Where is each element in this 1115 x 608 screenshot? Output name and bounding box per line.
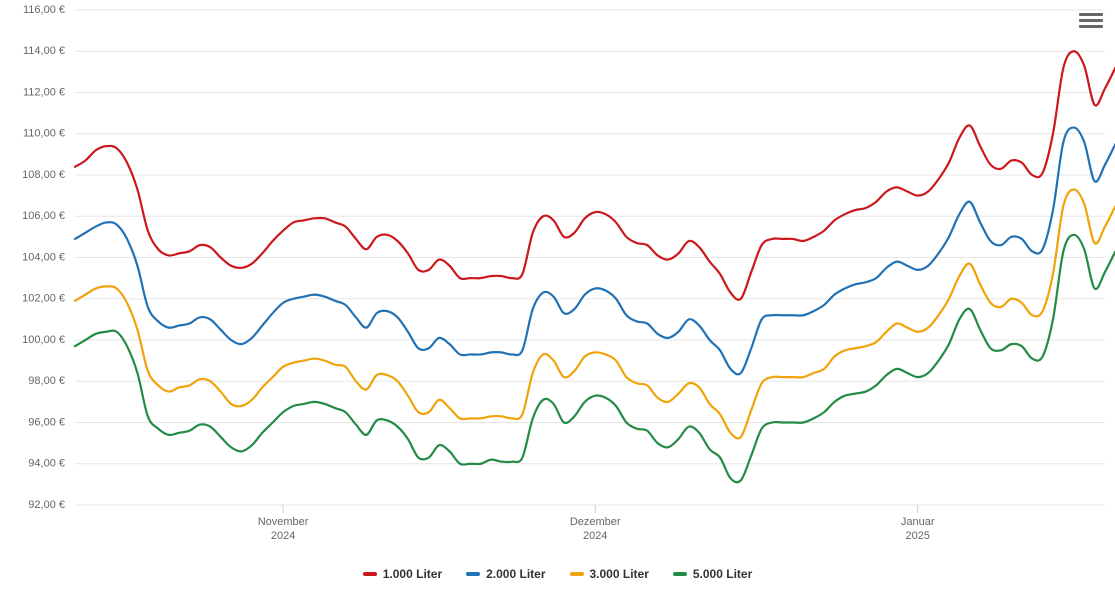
legend-item[interactable]: 2.000 Liter xyxy=(466,567,545,581)
series-line[interactable] xyxy=(75,51,1115,300)
y-axis-tick-label: 114,00 € xyxy=(23,45,65,57)
x-axis-tick-label: Januar xyxy=(901,516,935,528)
legend-label: 3.000 Liter xyxy=(590,567,649,581)
y-axis-tick-label: 116,00 € xyxy=(23,4,65,16)
legend-item[interactable]: 1.000 Liter xyxy=(363,567,442,581)
legend-swatch xyxy=(466,572,480,576)
y-axis-tick-label: 112,00 € xyxy=(23,86,65,98)
y-axis-tick-label: 100,00 € xyxy=(22,334,65,346)
chart-menu-button[interactable] xyxy=(1077,6,1105,34)
y-axis-tick-label: 92,00 € xyxy=(28,499,65,511)
y-axis-tick-label: 102,00 € xyxy=(22,293,65,305)
x-axis-tick-label: 2025 xyxy=(905,530,929,542)
y-axis-tick-label: 98,00 € xyxy=(28,375,65,387)
legend-item[interactable]: 5.000 Liter xyxy=(673,567,752,581)
chart-legend: 1.000 Liter 2.000 Liter 3.000 Liter 5.000 L… xyxy=(0,565,1115,581)
legend-item[interactable]: 3.000 Liter xyxy=(570,567,649,581)
series-line[interactable] xyxy=(75,128,1115,375)
legend-swatch xyxy=(673,572,687,576)
x-axis-tick-label: 2024 xyxy=(583,530,607,542)
y-axis-tick-label: 96,00 € xyxy=(28,416,65,428)
y-axis-tick-label: 104,00 € xyxy=(22,251,65,263)
x-axis-tick-label: 2024 xyxy=(271,530,295,542)
x-axis-tick-label: November xyxy=(258,516,309,528)
chart-plot: 92,00 € 94,00 € 96,00 € 98,00 € 100,00 € 102,… xyxy=(0,0,1115,608)
series-line[interactable] xyxy=(75,189,1115,438)
legend-swatch xyxy=(570,572,584,576)
y-axis-tick-label: 108,00 € xyxy=(22,169,65,181)
price-chart: 92,00 € 94,00 € 96,00 € 98,00 € 100,00 € 102,… xyxy=(0,0,1115,608)
legend-label: 2.000 Liter xyxy=(486,567,545,581)
legend-label: 5.000 Liter xyxy=(693,567,752,581)
y-axis-tick-label: 106,00 € xyxy=(22,210,65,222)
legend-swatch xyxy=(363,572,377,576)
series-line[interactable] xyxy=(75,235,1115,482)
y-axis-tick-label: 94,00 € xyxy=(28,458,65,470)
legend-label: 1.000 Liter xyxy=(383,567,442,581)
y-axis-tick-label: 110,00 € xyxy=(23,128,65,140)
x-axis-tick-label: Dezember xyxy=(570,516,621,528)
